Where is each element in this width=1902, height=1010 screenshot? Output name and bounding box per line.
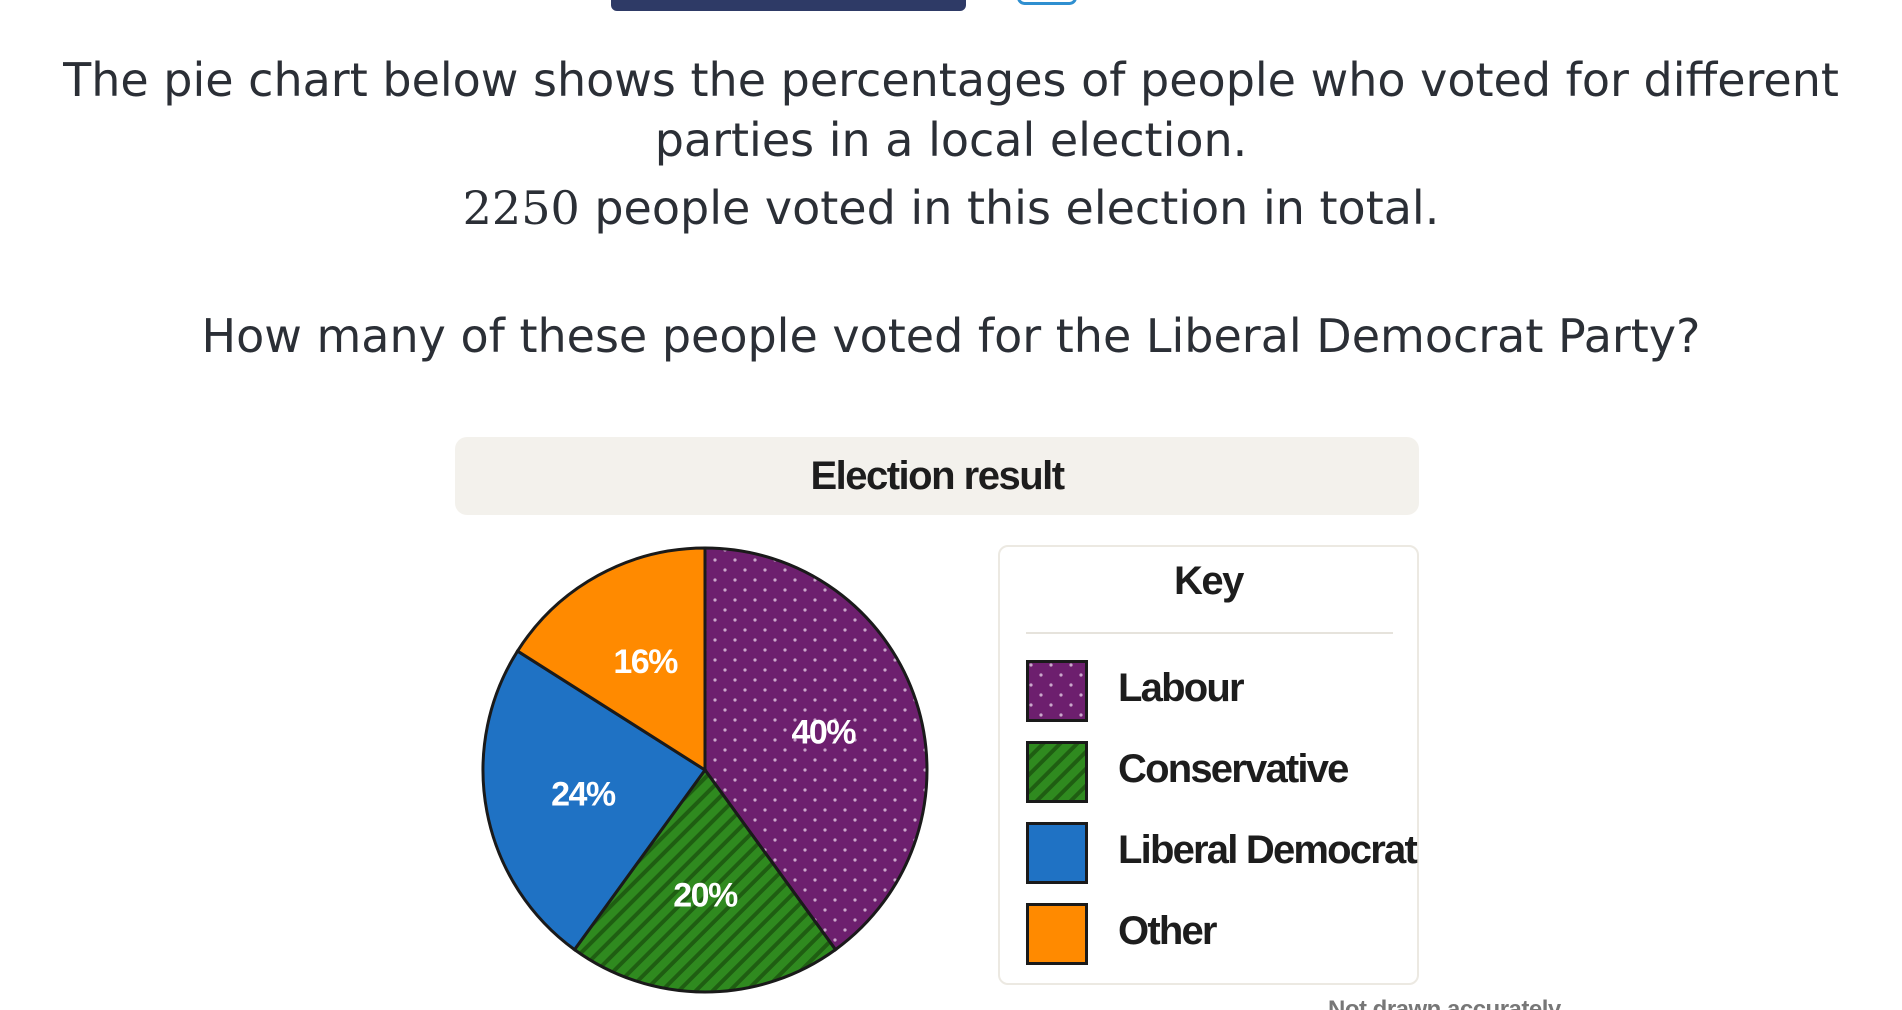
legend-label: Other xyxy=(1118,909,1217,953)
pie-chart-svg: 40% 20% 24% 16% xyxy=(481,546,929,994)
legend-swatch xyxy=(1026,660,1088,722)
pie-slice-liberal-democrat xyxy=(481,648,708,952)
pie-slice-labour xyxy=(703,546,929,952)
legend: Key Labour Conservative Liberal Democrat Ot… xyxy=(998,545,1419,985)
question-line-2: parties in a local election. xyxy=(654,113,1248,167)
legend-title: Key xyxy=(1174,559,1244,603)
question-prompt: How many of these people voted for the L… xyxy=(201,309,1701,363)
legend-swatch xyxy=(1026,822,1088,884)
pie-label-other: 16% xyxy=(613,643,678,681)
top-toggle-edge[interactable] xyxy=(1017,0,1077,5)
total-voters: 2250 xyxy=(462,181,580,235)
question-line-1: The pie chart below shows the percentage… xyxy=(63,53,1839,107)
pie-label-labour: 40% xyxy=(791,714,856,752)
question-line-3: 2250 people voted in this election in to… xyxy=(0,178,1902,238)
legend-item-conservative: Conservative xyxy=(1026,741,1406,803)
pie-chart: 40% 20% 24% 16% xyxy=(470,535,940,1005)
pie-label-liberal-democrat: 24% xyxy=(551,775,616,813)
legend-divider xyxy=(1026,632,1393,634)
legend-label: Labour xyxy=(1118,666,1245,710)
pie-slice-other xyxy=(515,546,707,773)
legend-item-other: Other xyxy=(1026,903,1406,965)
top-button-edge[interactable] xyxy=(611,0,966,11)
pie-slice-conservative xyxy=(572,767,838,994)
legend-item-labour: Labour xyxy=(1026,660,1406,722)
legend-label: Conservative xyxy=(1118,747,1349,791)
legend-swatch xyxy=(1026,741,1088,803)
chart-title: Election result xyxy=(455,437,1419,515)
chart-title-text: Election result xyxy=(810,453,1065,498)
legend-swatch xyxy=(1026,903,1088,965)
question-line-3-text: people voted in this election in total. xyxy=(579,181,1440,235)
legend-label: Liberal Democrat xyxy=(1118,828,1418,872)
not-drawn-accurately-note: Not drawn accurately xyxy=(1328,996,1561,1010)
pie-label-conservative: 20% xyxy=(673,876,738,914)
legend-item-liberal-democrat: Liberal Democrat xyxy=(1026,822,1418,884)
